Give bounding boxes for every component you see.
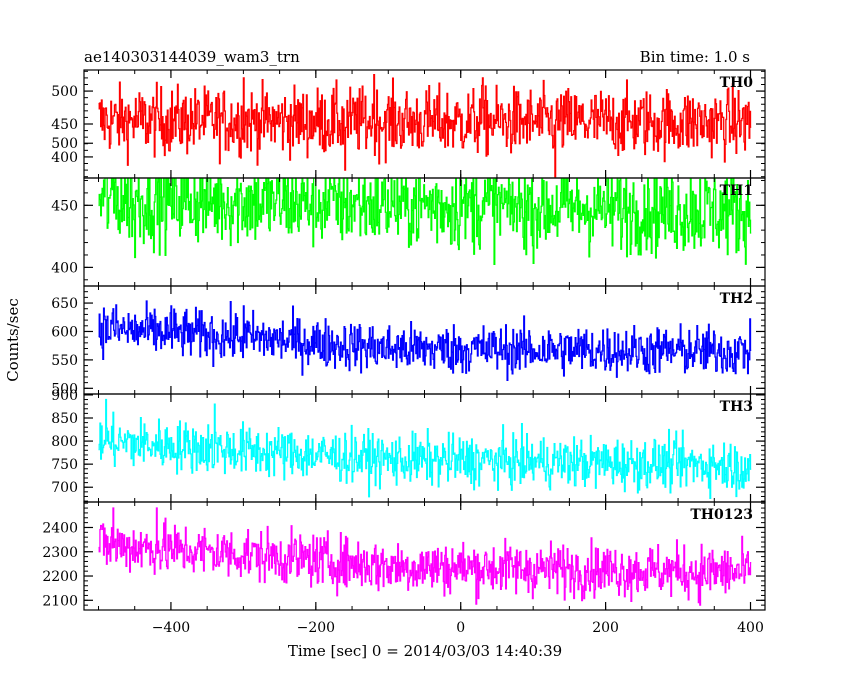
bin-time-label: Bin time: 1.0 s — [640, 48, 750, 66]
y-tick-label: 900 — [51, 388, 78, 404]
series-line-th3 — [98, 398, 752, 500]
x-tick-label: −200 — [297, 620, 335, 636]
y-tick-label: 2400 — [42, 520, 78, 536]
x-tick-label: 200 — [592, 620, 619, 636]
y-tick-label: 400 — [51, 150, 78, 166]
series-line-th2 — [98, 300, 752, 381]
x-tick-label: −400 — [152, 620, 190, 636]
y-tick-label: 2200 — [42, 569, 78, 585]
x-axis-label: Time [sec] 0 = 2014/03/03 14:40:39 — [288, 642, 562, 660]
y-tick-label: 750 — [51, 457, 78, 473]
y-tick-label: 450 — [51, 198, 78, 214]
panel-th0: 400 450 500 TH0 — [51, 69, 766, 179]
panel-label-th0: TH0 — [720, 75, 754, 91]
panel-frame — [83, 501, 766, 611]
panel-label-th1: TH1 — [720, 183, 753, 199]
panels: 400 450 500 TH0 400 450 500 TH1 500 550 600 650 TH2 7… — [42, 69, 766, 611]
x-tick-label: 400 — [737, 620, 764, 636]
y-tick-label: 400 — [51, 260, 78, 276]
chart-title: ae140303144039_wam3_trn — [84, 48, 300, 66]
y-tick-label: 700 — [51, 480, 78, 496]
y-tick-label: 800 — [51, 434, 78, 450]
panel-label-th0123: TH0123 — [690, 507, 753, 523]
y-tick-label: 500 — [51, 381, 78, 397]
y-tick-label: 550 — [51, 353, 78, 369]
y-tick-label: 850 — [51, 411, 78, 427]
x-axis: −400 −200 0 200 400 — [152, 620, 764, 636]
y-tick-label: 650 — [51, 296, 78, 312]
series-line-th0 — [98, 73, 752, 178]
y-tick-label: 500 — [51, 84, 78, 100]
panel-label-th3: TH3 — [720, 399, 753, 415]
series-line-th1 — [98, 178, 752, 266]
y-tick-label: 2100 — [42, 593, 78, 609]
panel-frame — [83, 285, 766, 395]
y-tick-label: 600 — [51, 324, 78, 340]
y-tick-label: 2300 — [42, 545, 78, 561]
series-line-th0123 — [98, 507, 752, 606]
x-tick-label: 0 — [456, 620, 465, 636]
panel-label-th2: TH2 — [720, 291, 753, 307]
y-axis-label: Counts/sec — [4, 298, 22, 382]
panel-th2: 500 550 600 650 TH2 — [51, 285, 766, 397]
panel-th3: 700 750 800 850 900 TH3 — [51, 388, 766, 503]
y-tick-label: 450 — [51, 117, 78, 133]
panel-th0123: 2100 2200 2300 2400 TH0123 — [42, 501, 766, 611]
y-tick-label: 500 — [51, 136, 78, 152]
panel-th1: 400 450 500 TH1 — [51, 136, 766, 287]
